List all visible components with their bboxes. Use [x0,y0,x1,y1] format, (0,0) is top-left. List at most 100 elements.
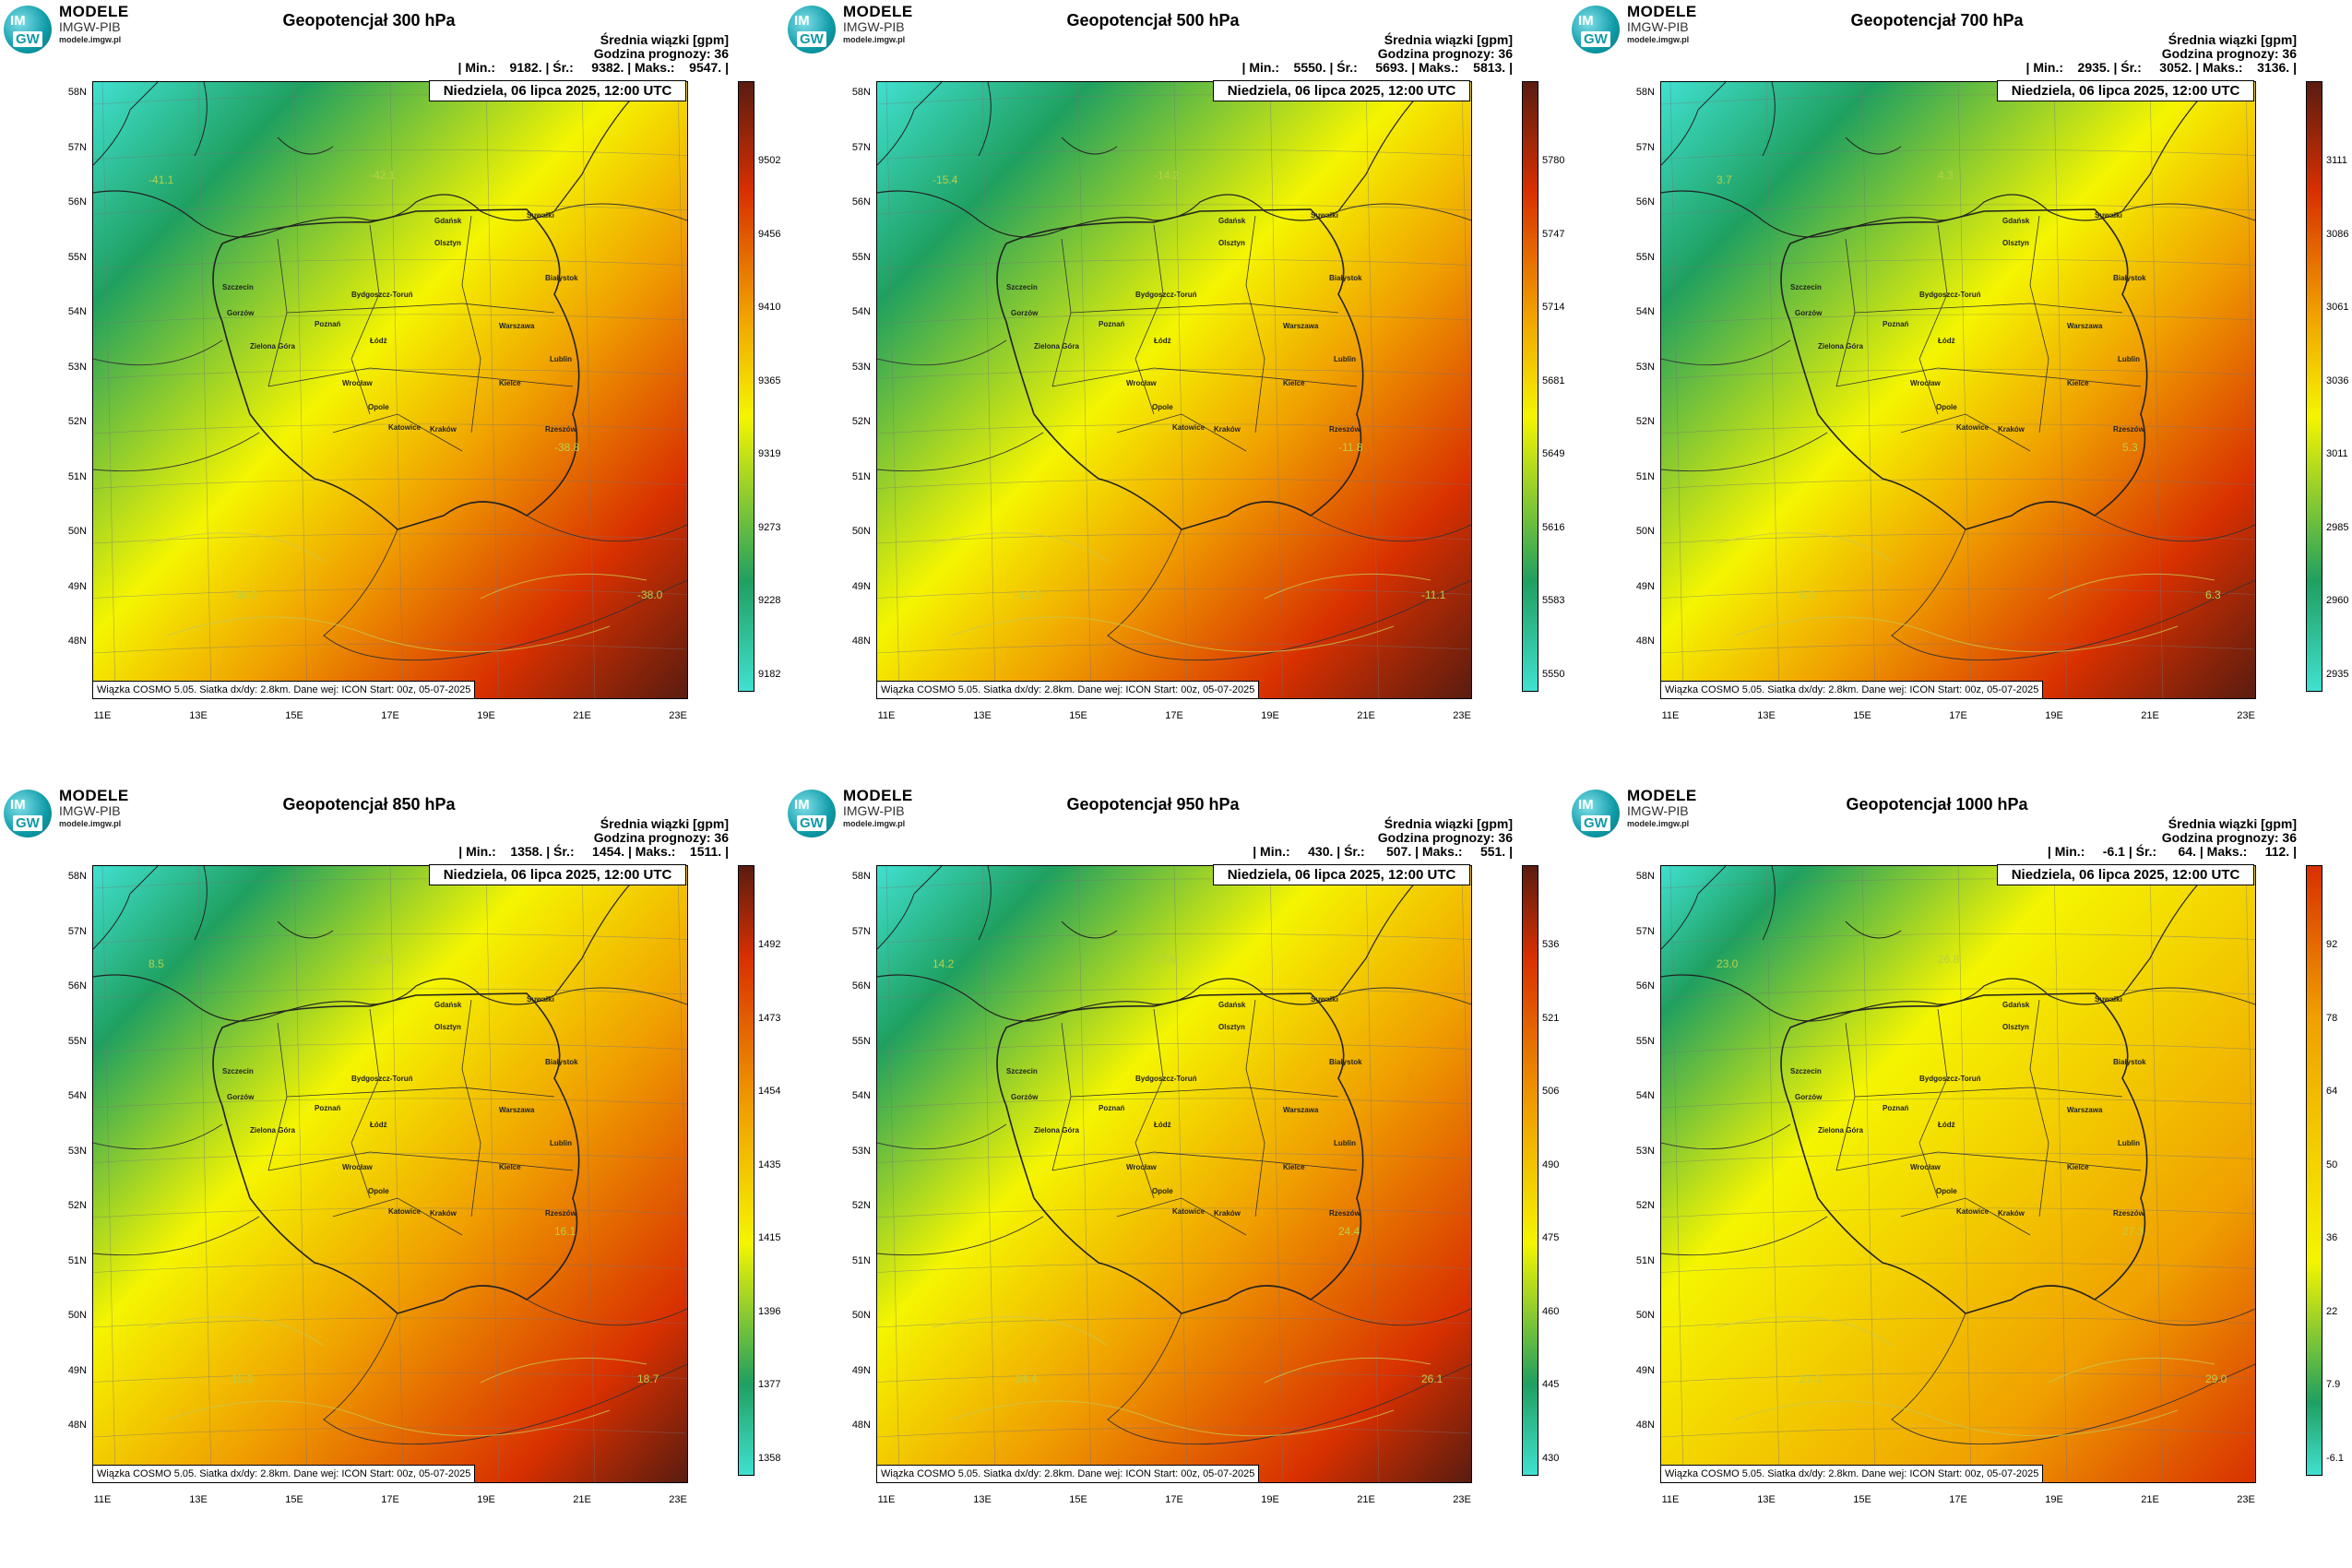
latitude-gridline [1661,643,2255,654]
longitude-gridline [1269,82,1284,698]
latitude-label: 49N [67,580,87,592]
contour-label: 17.6 [1154,953,1176,966]
longitude-label: 21E [1357,1494,1375,1505]
colorbar-tick-label: 1377 [758,1379,781,1390]
model-footer: Wiązka COSMO 5.05. Siatka dx/dy: 2.8km. … [93,1465,476,1482]
latitude-label: 53N [851,361,871,373]
info-label: Średnia wiązki [gpm] [1384,32,1513,47]
longitude-label: 23E [2237,710,2255,721]
latitude-gridline [1661,533,2255,544]
map-panel: IM GW MODELE IMGW-PIB modele.imgw.pl Geopoten… [784,784,1568,1568]
colorbar-tick-label: 3036 [2326,374,2349,386]
longitude-gridline [1765,866,1780,1482]
logo-url: modele.imgw.pl [843,818,906,828]
city-label: Katowice [1172,1207,1206,1216]
longitude-gridline [1365,82,1380,698]
voivodeship-boundaries [1051,215,1358,452]
latitude-label: 57N [851,925,871,937]
latitude-label: 51N [851,470,871,482]
contour-label: 29.0 [2205,1372,2227,1385]
latitude-label: 56N [851,196,871,208]
colorbar-tick-label: 5747 [1542,228,1565,240]
city-label: Kielce [499,379,521,387]
latitude-label: 48N [851,636,871,647]
stats-line: | Min.: 1358. | Śr.: 1454. | Maks.: 1511… [458,844,729,860]
latitude-label: 50N [67,526,87,537]
city-label: Suwałki [1311,211,1338,220]
longitude-label: 19E [477,1494,495,1505]
longitude-label: 13E [189,710,208,721]
city-label: Bydgoszcz-Toruń [1919,291,1981,299]
contour-label: 24.4 [1016,1372,1038,1385]
colorbar-tick-label: 78 [2326,1012,2338,1024]
city-label: Kielce [2067,379,2089,387]
longitude-label: 11E [93,1494,112,1505]
longitude-label: 23E [2237,1494,2255,1505]
city-label: Łódź [1938,337,1955,345]
colorbar [1522,81,1538,692]
logo-mark-top: IM [10,13,26,29]
poland-border [996,992,1364,1314]
logo-text: MODELE IMGW-PIB modele.imgw.pl [1627,4,1697,44]
latitude-label: 56N [67,980,87,992]
imgw-logo-mark: IM GW [1572,6,1620,53]
latitude-label: 50N [851,1310,871,1321]
city-label: Suwałki [2095,995,2122,1004]
city-label: Gorzów [1795,1093,1823,1101]
contour-label: 18.7 [637,1372,659,1385]
contour-label: -38.8 [554,441,580,454]
city-label: Olsztyn [2002,1023,2029,1031]
city-label: Białystok [545,1058,578,1066]
neighbor-borders [877,203,1471,661]
poland-border [1780,208,2148,530]
longitude-label: 21E [2141,710,2159,721]
map-area: 3.7 4.3 5.3 5.3 6.3 Gdańsk Suwałki Olsztyn Szcze… [1660,81,2256,699]
latitude-gridline [1661,204,2255,215]
longitude-gridline [885,866,900,1482]
logo-mark-top: IM [794,797,810,813]
neighbor-borders [93,987,687,1445]
latitude-label: 49N [67,1364,87,1376]
colorbar-tick-label: 9319 [758,448,781,459]
city-label: Suwałki [527,995,554,1004]
voivodeship-boundaries [267,999,574,1236]
latitude-label: 51N [1635,1254,1655,1266]
latitude-label: 57N [851,141,871,153]
longitude-label: 19E [1261,710,1279,721]
city-label: Warszawa [1283,1106,1319,1114]
latitude-gridline [93,988,687,999]
city-label: Gdańsk [434,1001,462,1009]
contour-label: -11.1 [1421,588,1446,601]
longitude-gridline [1077,82,1092,698]
city-label: Rzeszów [2113,425,2144,434]
city-label: Gorzów [1795,309,1823,317]
poland-border [996,208,1364,530]
longitude-label: 13E [973,710,992,721]
latitude-label: 53N [1635,361,1655,373]
city-label: Bydgoszcz-Toruń [351,1075,413,1083]
city-label: Łódź [370,337,387,345]
imgw-logo: IM GW MODELE IMGW-PIB modele.imgw.pl [4,4,142,55]
logo-mark-bottom: GW [1581,815,1610,831]
city-label: Opole [1936,403,1957,411]
longitude-label: 11E [93,710,112,721]
longitude-gridline [485,82,500,698]
city-label: Lublin [1334,1139,1356,1147]
city-label: Katowice [1956,423,1990,432]
latitude-label: 58N [1635,871,1655,882]
contour-label: -38.0 [637,588,663,601]
colorbar-tick-label: 2985 [2326,521,2349,533]
latitude-gridline [1661,259,2255,269]
longitude-gridline [1669,866,1684,1482]
city-label: Zielona Góra [250,1126,295,1134]
longitude-gridline [1765,82,1780,698]
logo-text: MODELE IMGW-PIB modele.imgw.pl [59,788,129,828]
city-label: Katowice [1956,1207,1990,1216]
colorbar-tick-label: 5780 [1542,155,1565,166]
longitude-label: 17E [381,710,399,721]
latitude-gridline [877,1427,1471,1438]
longitude-label: 17E [381,1494,399,1505]
forecast-hour: Godzina prognozy: 36 [593,830,729,846]
city-label: Opole [1152,403,1173,411]
map-area: 14.2 17.6 24.4 24.4 26.1 Gdańsk Suwałki Olsztyn… [876,865,1472,1483]
